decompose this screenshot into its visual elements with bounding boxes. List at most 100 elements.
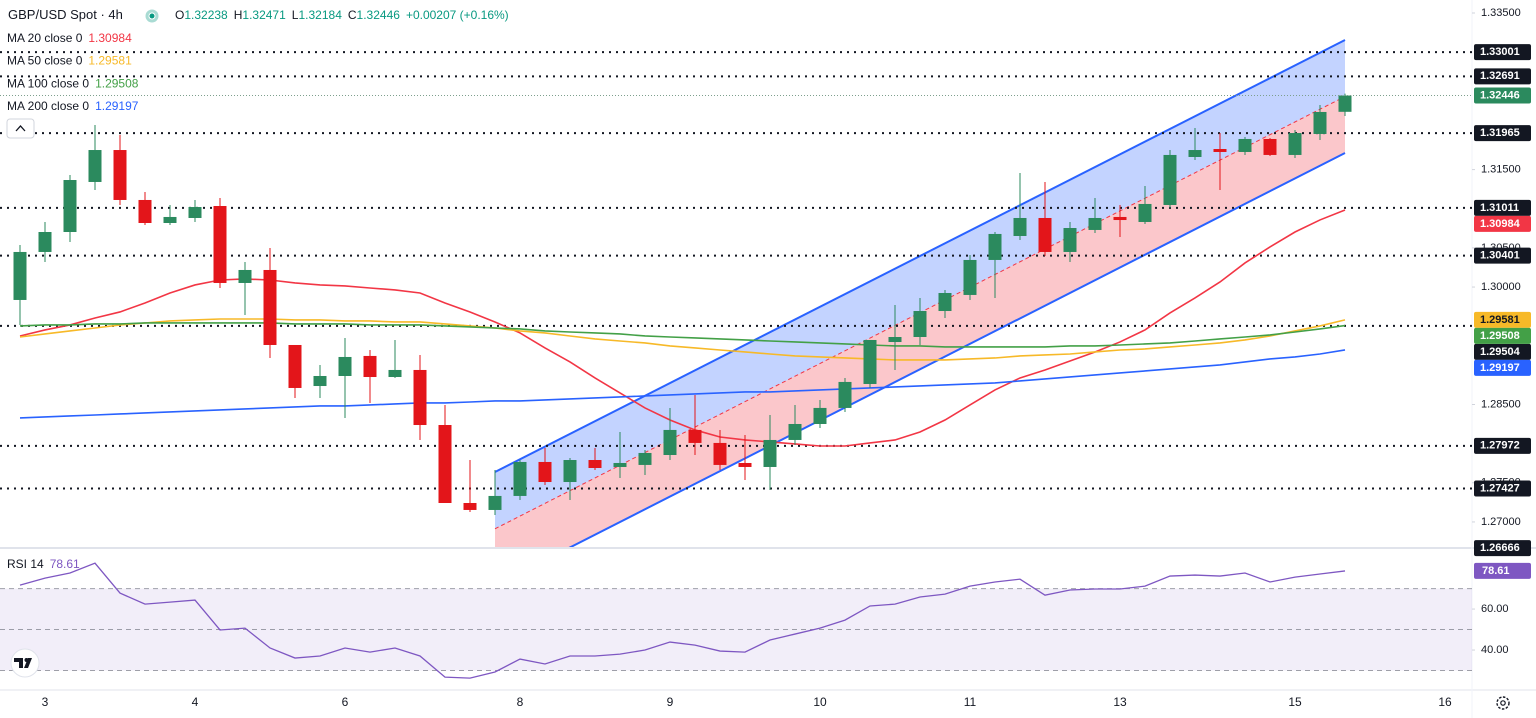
level-badge-label: 1.32691 [1480, 70, 1520, 82]
level-badge-box [1474, 437, 1531, 454]
y-tick-label: 60.00 [1481, 603, 1509, 615]
rsi-legend: RSI 14 78.61 [7, 557, 80, 571]
candle-body [1263, 138, 1277, 155]
candle-body [138, 199, 152, 223]
main-pane [0, 39, 1472, 547]
candle-body [913, 311, 927, 338]
change: +0.00207 (+0.16%) [406, 8, 509, 22]
ohlc-value: 1.32446 [357, 8, 401, 22]
level-badge-label: 1.29504 [1480, 346, 1521, 358]
level-badge: 1.30401 [1474, 247, 1531, 264]
moving-average-badge-label: 1.29197 [1480, 362, 1520, 374]
candle-body [63, 180, 77, 233]
level-badge: 1.32691 [1474, 68, 1531, 85]
moving-average-badge: 1.29197 [1474, 359, 1531, 376]
level-badge-box [1474, 199, 1531, 216]
ohlc: O1.32238 H1.32471 L1.32184 C1.32446 +0.00207… [175, 8, 509, 22]
candle-body [888, 337, 902, 343]
candle-body [588, 460, 602, 468]
level-badge-box [1474, 44, 1531, 61]
y-tick-label: 1.27000 [1481, 516, 1521, 528]
logo[interactable] [10, 648, 40, 678]
level-badge: 1.29504 [1474, 343, 1531, 360]
moving-average-badge: 1.29508 [1474, 327, 1531, 344]
y-tick-label: 1.30000 [1481, 281, 1521, 293]
level-badge: 1.27972 [1474, 437, 1531, 454]
candle-body [1013, 217, 1027, 236]
price-badges: 1.33001 1.32691 1.31965 1.31011 1.30401 1.295… [1474, 44, 1531, 579]
candle-body [113, 150, 127, 200]
level-badge-label: 1.27427 [1480, 482, 1520, 494]
level-badge-box [1474, 480, 1531, 497]
candle-body [1113, 216, 1127, 221]
market-status-dot [149, 13, 155, 19]
ma-legend: MA 200 close 0 1.29197 [7, 99, 139, 113]
candle-body [338, 356, 352, 376]
candle-body [563, 460, 577, 483]
candle-body [1088, 217, 1102, 230]
level-badge: 1.26666 [1474, 540, 1531, 557]
collapse-button-frame[interactable] [6, 118, 35, 139]
ma-legend-name: MA 200 close 0 [7, 99, 89, 113]
level-badge-label: 1.33001 [1480, 46, 1520, 58]
candle-body [163, 216, 177, 223]
settings-gear[interactable] [1496, 696, 1510, 710]
candle-body [13, 251, 27, 300]
candle-body [1313, 111, 1327, 134]
candle-body [1238, 138, 1252, 152]
last-price-badge: 1.32446 [1474, 87, 1531, 104]
candle-body [663, 429, 677, 455]
candle-body [838, 381, 852, 408]
x-tick-label: 3 [42, 695, 49, 709]
rsi-badge-label: 78.61 [1482, 565, 1510, 577]
candle-body [863, 339, 877, 384]
moving-average-line [19, 349, 1346, 419]
x-tick-label: 4 [192, 695, 199, 709]
legend: GBP/USD Spot · 4h O1.32238 H1.32471 L1.3218… [7, 7, 509, 571]
collapse-button[interactable] [6, 118, 35, 139]
moving-average-badge: 1.30984 [1474, 215, 1531, 232]
level-badge-label: 1.30401 [1480, 250, 1520, 262]
x-tick-label: 9 [667, 695, 674, 709]
candle-body [1288, 133, 1302, 155]
ma-legend-name: MA 100 close 0 [7, 77, 89, 91]
level-badge-label: 1.31965 [1480, 127, 1520, 139]
ohlc-label: L [292, 8, 299, 22]
y-tick-label: 1.33500 [1481, 7, 1521, 19]
y-tick-label: 40.00 [1481, 644, 1509, 656]
candle-body [1038, 217, 1052, 252]
moving-average-badge-box [1474, 359, 1531, 376]
rsi-pane [0, 562, 1472, 679]
candle-body [988, 233, 1002, 260]
candle-body [938, 292, 952, 312]
settings-hub [1500, 700, 1506, 706]
ma-legend-name: MA 50 close 0 [7, 54, 83, 68]
candle-body [538, 461, 552, 483]
candle-body [213, 206, 227, 283]
candle-body [513, 461, 527, 496]
candle-body [1188, 150, 1202, 157]
level-badge: 1.33001 [1474, 44, 1531, 61]
level-badge-box [1474, 125, 1531, 142]
candle-body [738, 462, 752, 467]
candle-body [188, 207, 202, 218]
candle-body [1138, 203, 1152, 222]
ohlc-label: O [175, 8, 184, 22]
candle-body [963, 259, 977, 295]
candle-body [813, 407, 827, 424]
candle-body [763, 439, 777, 467]
settings-button[interactable] [1496, 696, 1510, 710]
y-tick-label: 1.28500 [1481, 398, 1521, 410]
candle-body [388, 369, 402, 378]
candle-body [1063, 228, 1077, 252]
ohlc-value: 1.32184 [298, 8, 342, 22]
candle-body [413, 369, 427, 426]
candle-body [463, 502, 477, 510]
rsi-badge: 78.61 [1474, 562, 1531, 579]
candle-body [313, 375, 327, 387]
candle-body [438, 425, 452, 503]
candle-body [488, 495, 502, 510]
x-tick-label: 16 [1438, 695, 1452, 709]
